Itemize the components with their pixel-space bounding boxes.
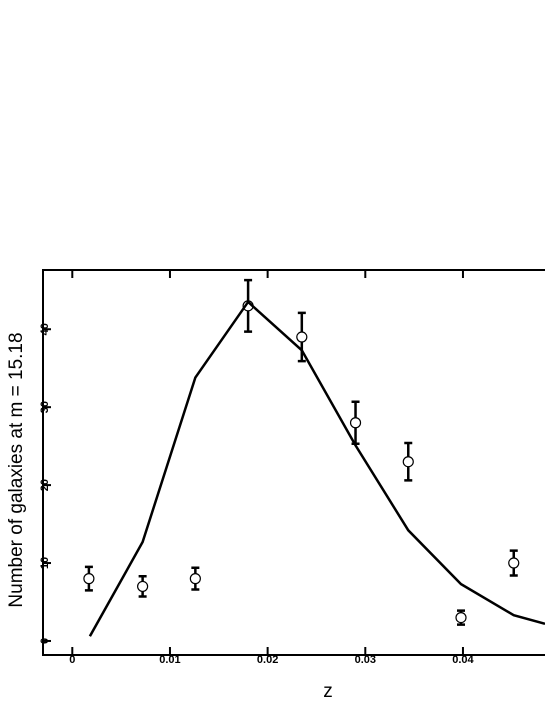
- data-point: [349, 417, 362, 429]
- y-tick-label: 40: [39, 323, 51, 335]
- x-tick-label: 0.04: [452, 654, 474, 666]
- data-point: [455, 611, 467, 624]
- data-point: [137, 580, 149, 593]
- data-point: [402, 456, 414, 468]
- x-tick-label: 0.03: [355, 654, 376, 666]
- x-axis-label: z: [323, 681, 333, 702]
- data-point: [296, 331, 308, 343]
- plot-frame: [42, 269, 545, 656]
- y-tick-label: 20: [39, 479, 51, 491]
- x-tick-label: 0.01: [159, 654, 180, 666]
- y-axis-label: Number of galaxies at m = 15.18: [6, 332, 27, 607]
- y-tick-label: 10: [39, 557, 51, 569]
- x-tick-label: 0.02: [257, 654, 278, 666]
- y-tick-label: 0: [39, 638, 51, 644]
- y-tick-label: 30: [39, 401, 51, 413]
- x-tick-label: 0: [69, 654, 75, 666]
- data-point: [189, 573, 201, 585]
- data-point: [508, 557, 520, 569]
- model-line: [88, 300, 545, 637]
- data-point: [83, 573, 95, 585]
